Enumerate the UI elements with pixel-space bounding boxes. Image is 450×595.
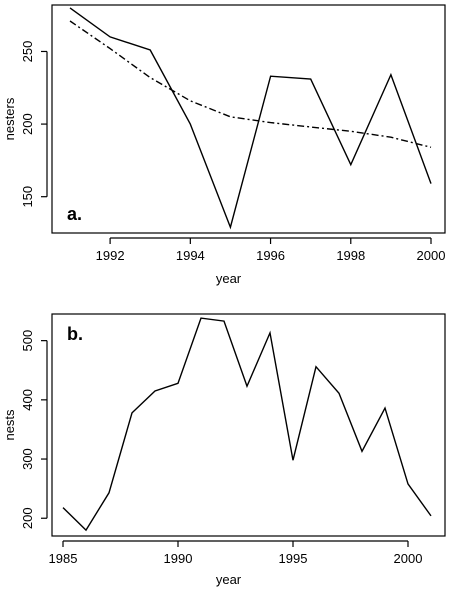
panel-b-plot-frame	[51, 313, 446, 537]
panel-b-series-solid-line	[62, 317, 432, 532]
panel-a-x-tick-label: 1992	[96, 248, 125, 263]
panel-a-x-tick-label: 1996	[256, 248, 285, 263]
panel-a-y-tick-label: 200	[20, 113, 35, 135]
panel-a-x-tick-label: 1998	[336, 248, 365, 263]
panel-b-y-tick-label: 200	[20, 507, 35, 529]
panel-b-y-axis-title: nests	[2, 409, 17, 441]
panel-a-y-tick-label: 250	[20, 41, 35, 63]
panel-a-x-axis-title: year	[216, 271, 242, 286]
panel-b-x-tick-label: 1985	[49, 551, 78, 566]
panel-b-y-tick-label: 300	[20, 448, 35, 470]
panel-b-x-tick-label: 2000	[394, 551, 423, 566]
panel-a-x-tick-label: 2000	[417, 248, 446, 263]
panel-b-x-tick-label: 1990	[164, 551, 193, 566]
panel-b-x-tick-label: 1995	[279, 551, 308, 566]
panel-a-series-dash-dot-line	[69, 20, 432, 148]
panel-a-series-solid-line	[69, 7, 432, 230]
panel-b-panel-label: b.	[67, 324, 83, 344]
panel-a-panel-label: a.	[67, 204, 82, 224]
panel-b-y-tick-label: 400	[20, 389, 35, 411]
panel-a-x-tick-label: 1994	[176, 248, 205, 263]
panel-a-y-tick-label: 150	[20, 186, 35, 208]
panel-a-y-axis-title: nesters	[2, 97, 17, 140]
panel-b-x-axis-title: year	[216, 572, 242, 587]
panel-a-plot-frame	[51, 4, 446, 234]
panel-b-y-tick-label: 500	[20, 330, 35, 352]
